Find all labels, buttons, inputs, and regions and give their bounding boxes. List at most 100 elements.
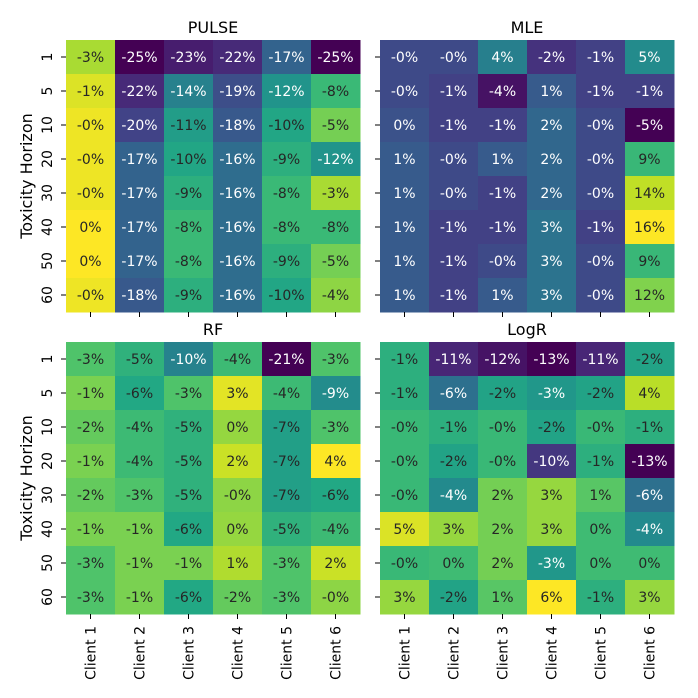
cell-label: -3% [538,556,565,572]
heatmap-cell [380,410,430,445]
cell-label: -17% [121,254,157,270]
x-tick-label: Client 1 [84,626,100,680]
cell-label: -0% [587,152,614,168]
heatmap-cell [213,176,263,211]
cell-label: -8% [273,220,300,236]
heatmap-cell [429,580,479,615]
heatmap-cell [576,210,626,245]
cell-label: 9% [638,152,660,168]
heatmap-cell [429,74,479,109]
cell-label: -8% [322,84,349,100]
cell-label: -20% [121,118,157,134]
cell-label: -1% [126,590,153,606]
cell-label: -17% [121,152,157,168]
heatmap-cell [164,580,214,615]
panel-title-rf: RF [203,320,223,339]
cell-label: -2% [587,386,614,402]
panel-title-logr: LogR [507,320,547,339]
heatmap-cell [311,376,361,411]
cell-label: -4% [440,488,467,504]
heatmap-cell [527,108,577,143]
heatmap-cell [262,108,312,143]
cell-label: -3% [77,352,104,368]
cell-label: -0% [391,420,418,436]
cell-label: 14% [634,186,665,202]
cell-label: -1% [587,454,614,470]
heatmap-cell [380,74,430,109]
heatmap-cell [262,40,312,75]
cell-label: -3% [322,186,349,202]
heatmap-cell [66,244,116,279]
x-tick-label: Client 2 [447,626,463,680]
cell-label: -6% [126,386,153,402]
heatmap-cell [164,444,214,479]
heatmap-cell [115,478,165,513]
heatmap-cell [311,580,361,615]
heatmap-cell [429,142,479,177]
heatmap-cell [380,512,430,547]
cell-label: -1% [587,590,614,606]
cell-label: 16% [634,220,665,236]
cell-label: -0% [77,288,104,304]
heatmap-cell [213,580,263,615]
heatmap-cell [576,74,626,109]
cell-label: -8% [322,220,349,236]
heatmap-panel-mle: MLE -0% -0% 4% -2% -1% 5% -0% -1% -4% 1% -1% -1% 0% -1… [375,18,675,317]
cell-label: -0% [77,186,104,202]
x-tick-label: Client 3 [182,626,198,680]
heatmap-cell [576,546,626,581]
cell-label: -1% [440,118,467,134]
heatmap-cell [429,40,479,75]
y-tick-label: 60 [40,286,56,304]
y-tick-label: 10 [40,418,56,436]
heatmap-cell [115,444,165,479]
heatmap-cell [429,410,479,445]
heatmap-cell [262,478,312,513]
cell-label: -16% [219,288,255,304]
cell-label: -2% [636,352,663,368]
y-tick-label: 50 [40,554,56,572]
cell-label: 3% [638,590,660,606]
heatmap-cell [213,512,263,547]
heatmap-cell [429,546,479,581]
heatmap-cell [213,546,263,581]
cell-label: -0% [587,420,614,436]
cell-label: -5% [126,352,153,368]
heatmap-cell [115,580,165,615]
x-tick-label: Client 1 [398,626,414,680]
heatmap-cell [625,342,675,377]
cell-label: 5% [638,50,660,66]
heatmap-cell [527,244,577,279]
cell-label: -2% [489,386,516,402]
heatmap-cell [213,74,263,109]
cell-label: 0% [226,420,248,436]
heatmap-cell [164,342,214,377]
cell-label: -0% [322,590,349,606]
heatmap-cell [478,410,528,445]
cell-label: 0% [393,118,415,134]
cell-label: -4% [322,288,349,304]
cell-label: -1% [126,556,153,572]
x-tick-label: Client 4 [231,626,247,680]
cell-label: -1% [587,220,614,236]
heatmap-cell [527,580,577,615]
heatmap-cell [429,376,479,411]
cell-label: 2% [540,186,562,202]
cell-label: -5% [175,420,202,436]
cell-label: -2% [77,420,104,436]
cell-label: -0% [587,254,614,270]
cell-label: -25% [121,50,157,66]
x-tick-label: Client 4 [545,626,561,680]
y-tick-label: 30 [40,184,56,202]
cell-label: -0% [489,454,516,470]
heatmap-cell [429,512,479,547]
cell-label: -1% [440,84,467,100]
heatmap-cell [527,376,577,411]
heatmap-cell [262,210,312,245]
heatmap-cell [429,176,479,211]
heatmap-cell [66,278,116,313]
cell-label: -0% [391,50,418,66]
cell-label: 1% [540,84,562,100]
heatmap-cell [115,244,165,279]
heatmap-cell [576,444,626,479]
